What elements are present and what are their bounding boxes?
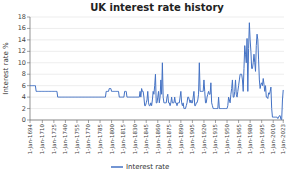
x-tick bbox=[283, 120, 284, 123]
y-tick bbox=[27, 28, 30, 29]
title: UK interest rate history bbox=[90, 2, 224, 13]
x-tick-label: 1-Jan-1770 bbox=[85, 123, 92, 154]
y-tick bbox=[27, 39, 30, 40]
grid-line bbox=[30, 120, 284, 121]
x-tick-label: 1-Jan-1815 bbox=[120, 123, 127, 154]
x-tick bbox=[88, 120, 89, 123]
legend: Interest rate bbox=[111, 163, 169, 171]
y-tick-label: 6 bbox=[22, 82, 26, 90]
y-axis-line bbox=[30, 17, 31, 120]
x-tick-label: 1-Jan-1920 bbox=[201, 123, 208, 154]
grid-line bbox=[30, 39, 284, 40]
x-tick-label: 1-Jan-1830 bbox=[132, 123, 139, 154]
x-tick-label: 1-Jan-1890 bbox=[178, 123, 185, 154]
x-tick-label: 1-Jan-1965 bbox=[236, 123, 243, 154]
x-tick-label: 1-Jan-1980 bbox=[247, 123, 254, 154]
x-tick bbox=[65, 120, 66, 123]
y-tick bbox=[27, 85, 30, 86]
x-tick bbox=[215, 120, 216, 123]
x-axis-line bbox=[30, 120, 284, 121]
x-tick-label: 1-Jan-1755 bbox=[74, 123, 81, 154]
x-tick bbox=[100, 120, 101, 123]
grid-line bbox=[30, 51, 284, 52]
x-tick bbox=[169, 120, 170, 123]
x-tick-label: 1-Jan-1694 bbox=[27, 123, 34, 154]
x-tick bbox=[146, 120, 147, 123]
x-tick bbox=[53, 120, 54, 123]
y-tick bbox=[27, 74, 30, 75]
x-tick bbox=[261, 120, 262, 123]
x-tick bbox=[76, 120, 77, 123]
y-tick-label: 12 bbox=[18, 47, 26, 55]
y-tick-label: 8 bbox=[22, 70, 26, 78]
x-tick-label: 1-Jan-1905 bbox=[189, 123, 196, 154]
x-tick bbox=[157, 120, 158, 123]
x-tick-label: 1-Jan-1860 bbox=[155, 123, 162, 154]
y-tick bbox=[27, 120, 30, 121]
x-tick-label: 1-Jan-1845 bbox=[143, 123, 150, 154]
x-tick-label: 1-Jan-1935 bbox=[212, 123, 219, 154]
x-tick bbox=[180, 120, 181, 123]
x-tick-label: 1-Jan-1710 bbox=[39, 123, 46, 154]
x-tick-label: 1-Jan-1725 bbox=[51, 123, 58, 154]
grid-line bbox=[30, 85, 284, 86]
chart: UK interest rate history Interest rate % 0… bbox=[0, 0, 292, 173]
y-tick bbox=[27, 17, 30, 18]
y-tick bbox=[27, 108, 30, 109]
x-tick-label: 1-Jan-1950 bbox=[224, 123, 231, 154]
y-tick-label: 14 bbox=[18, 36, 26, 44]
x-tick-label: 1-Jan-2010 bbox=[270, 123, 277, 154]
x-tick-label: 1-Jan-1875 bbox=[166, 123, 173, 154]
x-tick bbox=[227, 120, 228, 123]
y-tick-label: 10 bbox=[18, 59, 26, 67]
grid-line bbox=[30, 28, 284, 29]
x-tick bbox=[30, 120, 31, 123]
plot-area bbox=[30, 23, 283, 120]
x-tick bbox=[42, 120, 43, 123]
y-axis-label: Interest rate % bbox=[2, 42, 10, 95]
x-tick bbox=[134, 120, 135, 123]
x-tick-label: 1-Jan-1740 bbox=[62, 123, 69, 154]
x-tick-label: 1-Jan-1800 bbox=[109, 123, 116, 154]
x-tick bbox=[203, 120, 204, 123]
y-tick-label: 16 bbox=[18, 24, 26, 32]
grid-line bbox=[30, 74, 284, 75]
y-tick-label: 4 bbox=[22, 93, 26, 101]
x-tick-label: 1-Jan-1995 bbox=[259, 123, 266, 154]
x-tick-label: 1-Jan-1785 bbox=[97, 123, 104, 154]
x-tick bbox=[273, 120, 274, 123]
grid-line bbox=[30, 17, 284, 18]
legend-swatch bbox=[111, 166, 123, 168]
x-tick bbox=[250, 120, 251, 123]
y-tick bbox=[27, 97, 30, 98]
y-tick bbox=[27, 51, 30, 52]
grid-line bbox=[30, 108, 284, 109]
x-tick bbox=[238, 120, 239, 123]
y-tick bbox=[27, 62, 30, 63]
y-tick-label: 0 bbox=[22, 116, 26, 124]
line-series bbox=[30, 23, 283, 120]
x-tick bbox=[111, 120, 112, 123]
x-tick bbox=[123, 120, 124, 123]
x-tick-label: 1-Jan-2023 bbox=[280, 123, 287, 154]
legend-label: Interest rate bbox=[126, 163, 169, 171]
y-tick-label: 18 bbox=[18, 13, 26, 21]
x-tick bbox=[192, 120, 193, 123]
y-tick-label: 2 bbox=[22, 105, 26, 113]
